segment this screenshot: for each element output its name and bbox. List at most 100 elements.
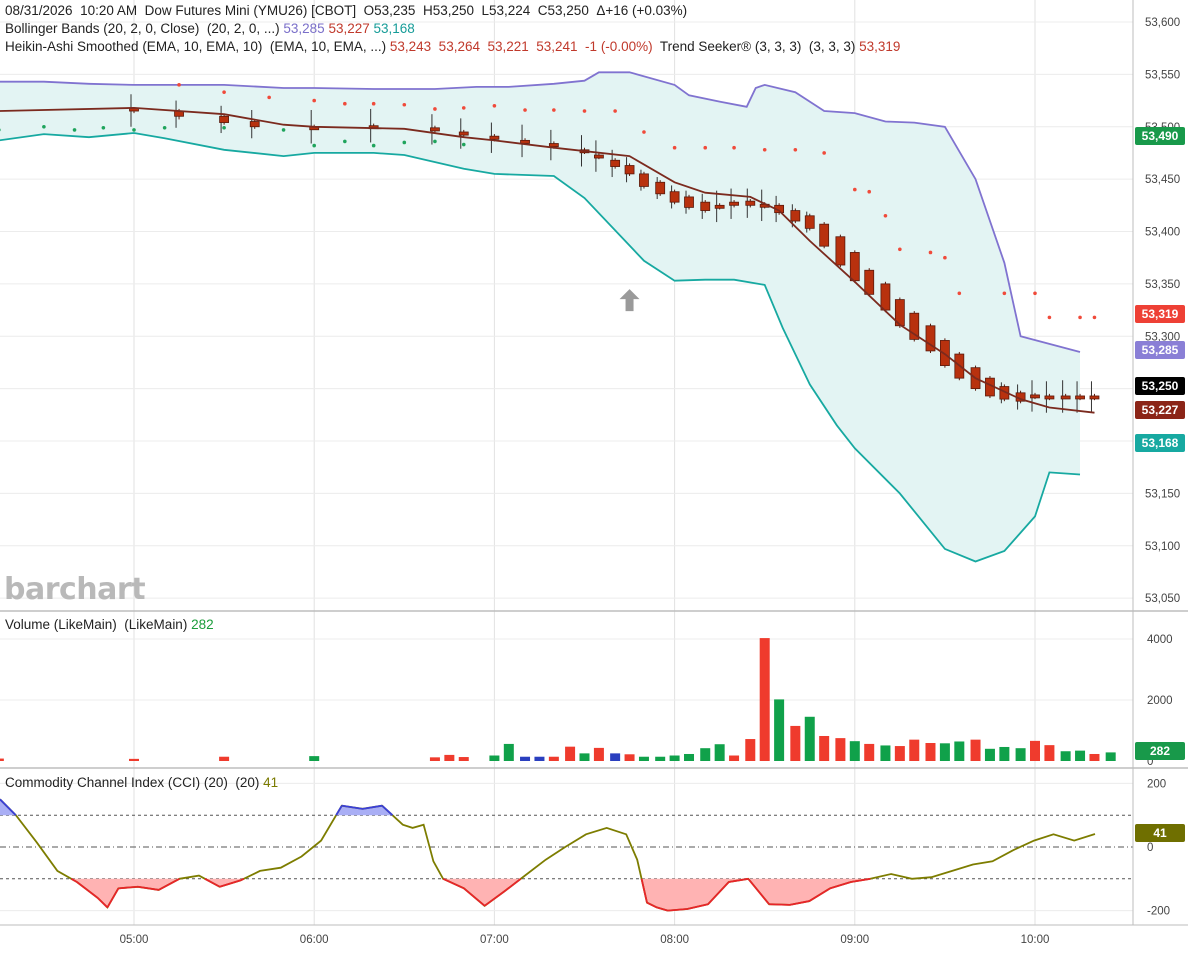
trend-seeker-dot-red — [371, 101, 376, 106]
ha-candle-body — [669, 191, 680, 203]
ha-candle-body — [1030, 394, 1040, 399]
cci-zone-fill — [641, 878, 749, 911]
ha-candle-body — [624, 165, 635, 175]
time-tick-label: 10:00 — [1021, 934, 1050, 946]
price-tick-label: 53,550 — [1145, 69, 1180, 81]
volume-bar — [849, 741, 860, 761]
cci-legend: Commodity Channel Index (CCI) (20) (20) … — [5, 775, 278, 790]
ha-candle-body — [489, 135, 500, 140]
bollinger-band-fill — [0, 72, 1080, 562]
trend-seeker-dot-green — [343, 139, 347, 144]
ha-candle-body — [1089, 395, 1100, 400]
trend-seeker-dot-red — [1002, 291, 1007, 296]
trend-seeker-dot-red — [433, 107, 437, 111]
trend-seeker-dot-green — [402, 140, 407, 145]
volume-bar — [864, 743, 875, 761]
trend-seeker-dot-green — [281, 128, 286, 132]
cci-oversold-segment — [646, 901, 658, 909]
bb-mid-value: 53,227 — [328, 21, 370, 36]
volume-bar — [458, 757, 469, 761]
trend-seeker-dot-red — [883, 213, 888, 218]
volume-bar — [0, 758, 4, 761]
buy-signal-arrow-icon — [619, 289, 640, 312]
trend-seeker-dot-red — [613, 109, 617, 113]
volume-bar — [835, 738, 846, 761]
volume-bar — [638, 756, 649, 761]
ha-candle-body — [849, 252, 860, 282]
bb-upper-value: 53,285 — [283, 21, 325, 36]
cci-oversold-segment — [728, 877, 749, 883]
cci-oversold-segment — [118, 885, 139, 890]
price-tick-label: 53,300 — [1145, 331, 1180, 343]
trend-seeker-dot-green — [0, 128, 1, 132]
ts-value: 53,319 — [859, 39, 901, 54]
ha-candle-body — [219, 115, 230, 123]
cci-oversold-segment — [640, 878, 648, 903]
trend-seeker-dot-red — [402, 102, 407, 107]
price-tick-label: 53,150 — [1145, 488, 1180, 500]
cci-line — [0, 798, 1096, 912]
ha-candle-body — [745, 200, 756, 206]
trend-seeker-dot-green — [72, 128, 77, 132]
ha-candle-body — [1060, 395, 1071, 400]
cci-oversold-segment — [442, 877, 465, 890]
volume-bar — [520, 756, 531, 761]
cci-oversold-segment — [850, 877, 871, 883]
volume-bar — [925, 743, 936, 761]
volume-tick-label: 4000 — [1147, 634, 1173, 646]
trend-seeker-dot-red — [928, 250, 933, 255]
bb-label: Bollinger Bands (20, 2, 0, Close) (20, 2… — [5, 21, 284, 36]
trend-seeker-dot-red — [523, 108, 527, 112]
ha-candle-body — [655, 181, 666, 195]
cci-oversold-segment — [789, 900, 810, 906]
volume-bar — [939, 743, 950, 761]
time-tick-label: 05:00 — [120, 934, 149, 946]
volume-bar — [714, 744, 725, 761]
volume-bar — [548, 756, 559, 761]
volume-bar — [534, 756, 545, 761]
volume-bar — [999, 746, 1010, 761]
cci-oversold-segment — [70, 878, 78, 883]
time-tick-label: 06:00 — [300, 934, 329, 946]
trend-seeker-dot-red — [793, 147, 798, 152]
trend-seeker-dot-red — [642, 130, 646, 134]
trend-seeker-dot-green — [162, 125, 167, 130]
ha-candle-body — [909, 312, 920, 340]
volume-bar — [219, 756, 230, 761]
volume-bar — [745, 739, 756, 761]
volume-bar — [1015, 748, 1026, 761]
cci-oversold-segment — [829, 881, 852, 890]
ha-candle-body — [729, 201, 739, 206]
quote-header: 08/31/2026 10:20 AM Dow Futures Mini (YM… — [5, 3, 688, 18]
trend-seeker-dot-green — [433, 139, 437, 144]
volume-bar — [579, 753, 590, 761]
trend-seeker-dot-red — [222, 90, 226, 94]
cci-oversold-segment — [463, 887, 486, 907]
cci-tick-label: -200 — [1147, 906, 1170, 918]
volume-bar — [444, 754, 455, 761]
trend-seeker-dot-red — [461, 106, 466, 110]
ha-candle-body — [700, 201, 711, 211]
price-panel — [0, 71, 1100, 563]
cci-oversold-segment — [76, 881, 99, 899]
trend-seeker-dot-green — [101, 125, 106, 130]
cci-oversold-segment — [707, 881, 730, 905]
trend-seeker-dot-green — [132, 128, 136, 132]
cci-oversold-segment — [106, 887, 120, 908]
trend-seeker-dot-red — [1078, 315, 1082, 320]
volume-bar — [684, 753, 695, 761]
cci-value: 41 — [263, 775, 279, 790]
volume-panel — [0, 638, 1116, 761]
volume-bar — [1089, 753, 1100, 761]
volume-bar — [774, 699, 785, 761]
time-tick-label: 07:00 — [480, 934, 509, 946]
barchart-logo: barchart — [4, 572, 146, 607]
cci-oversold-segment — [747, 878, 770, 905]
cci-oversold-segment — [808, 887, 831, 902]
price-tick-label: 53,450 — [1145, 174, 1180, 186]
badge-volume: 282 — [1135, 742, 1185, 760]
heikin-ashi-legend: Heikin-Ashi Smoothed (EMA, 10, EMA, 10) … — [5, 39, 900, 54]
volume-bar — [970, 739, 981, 761]
vol-value: 282 — [191, 617, 214, 632]
